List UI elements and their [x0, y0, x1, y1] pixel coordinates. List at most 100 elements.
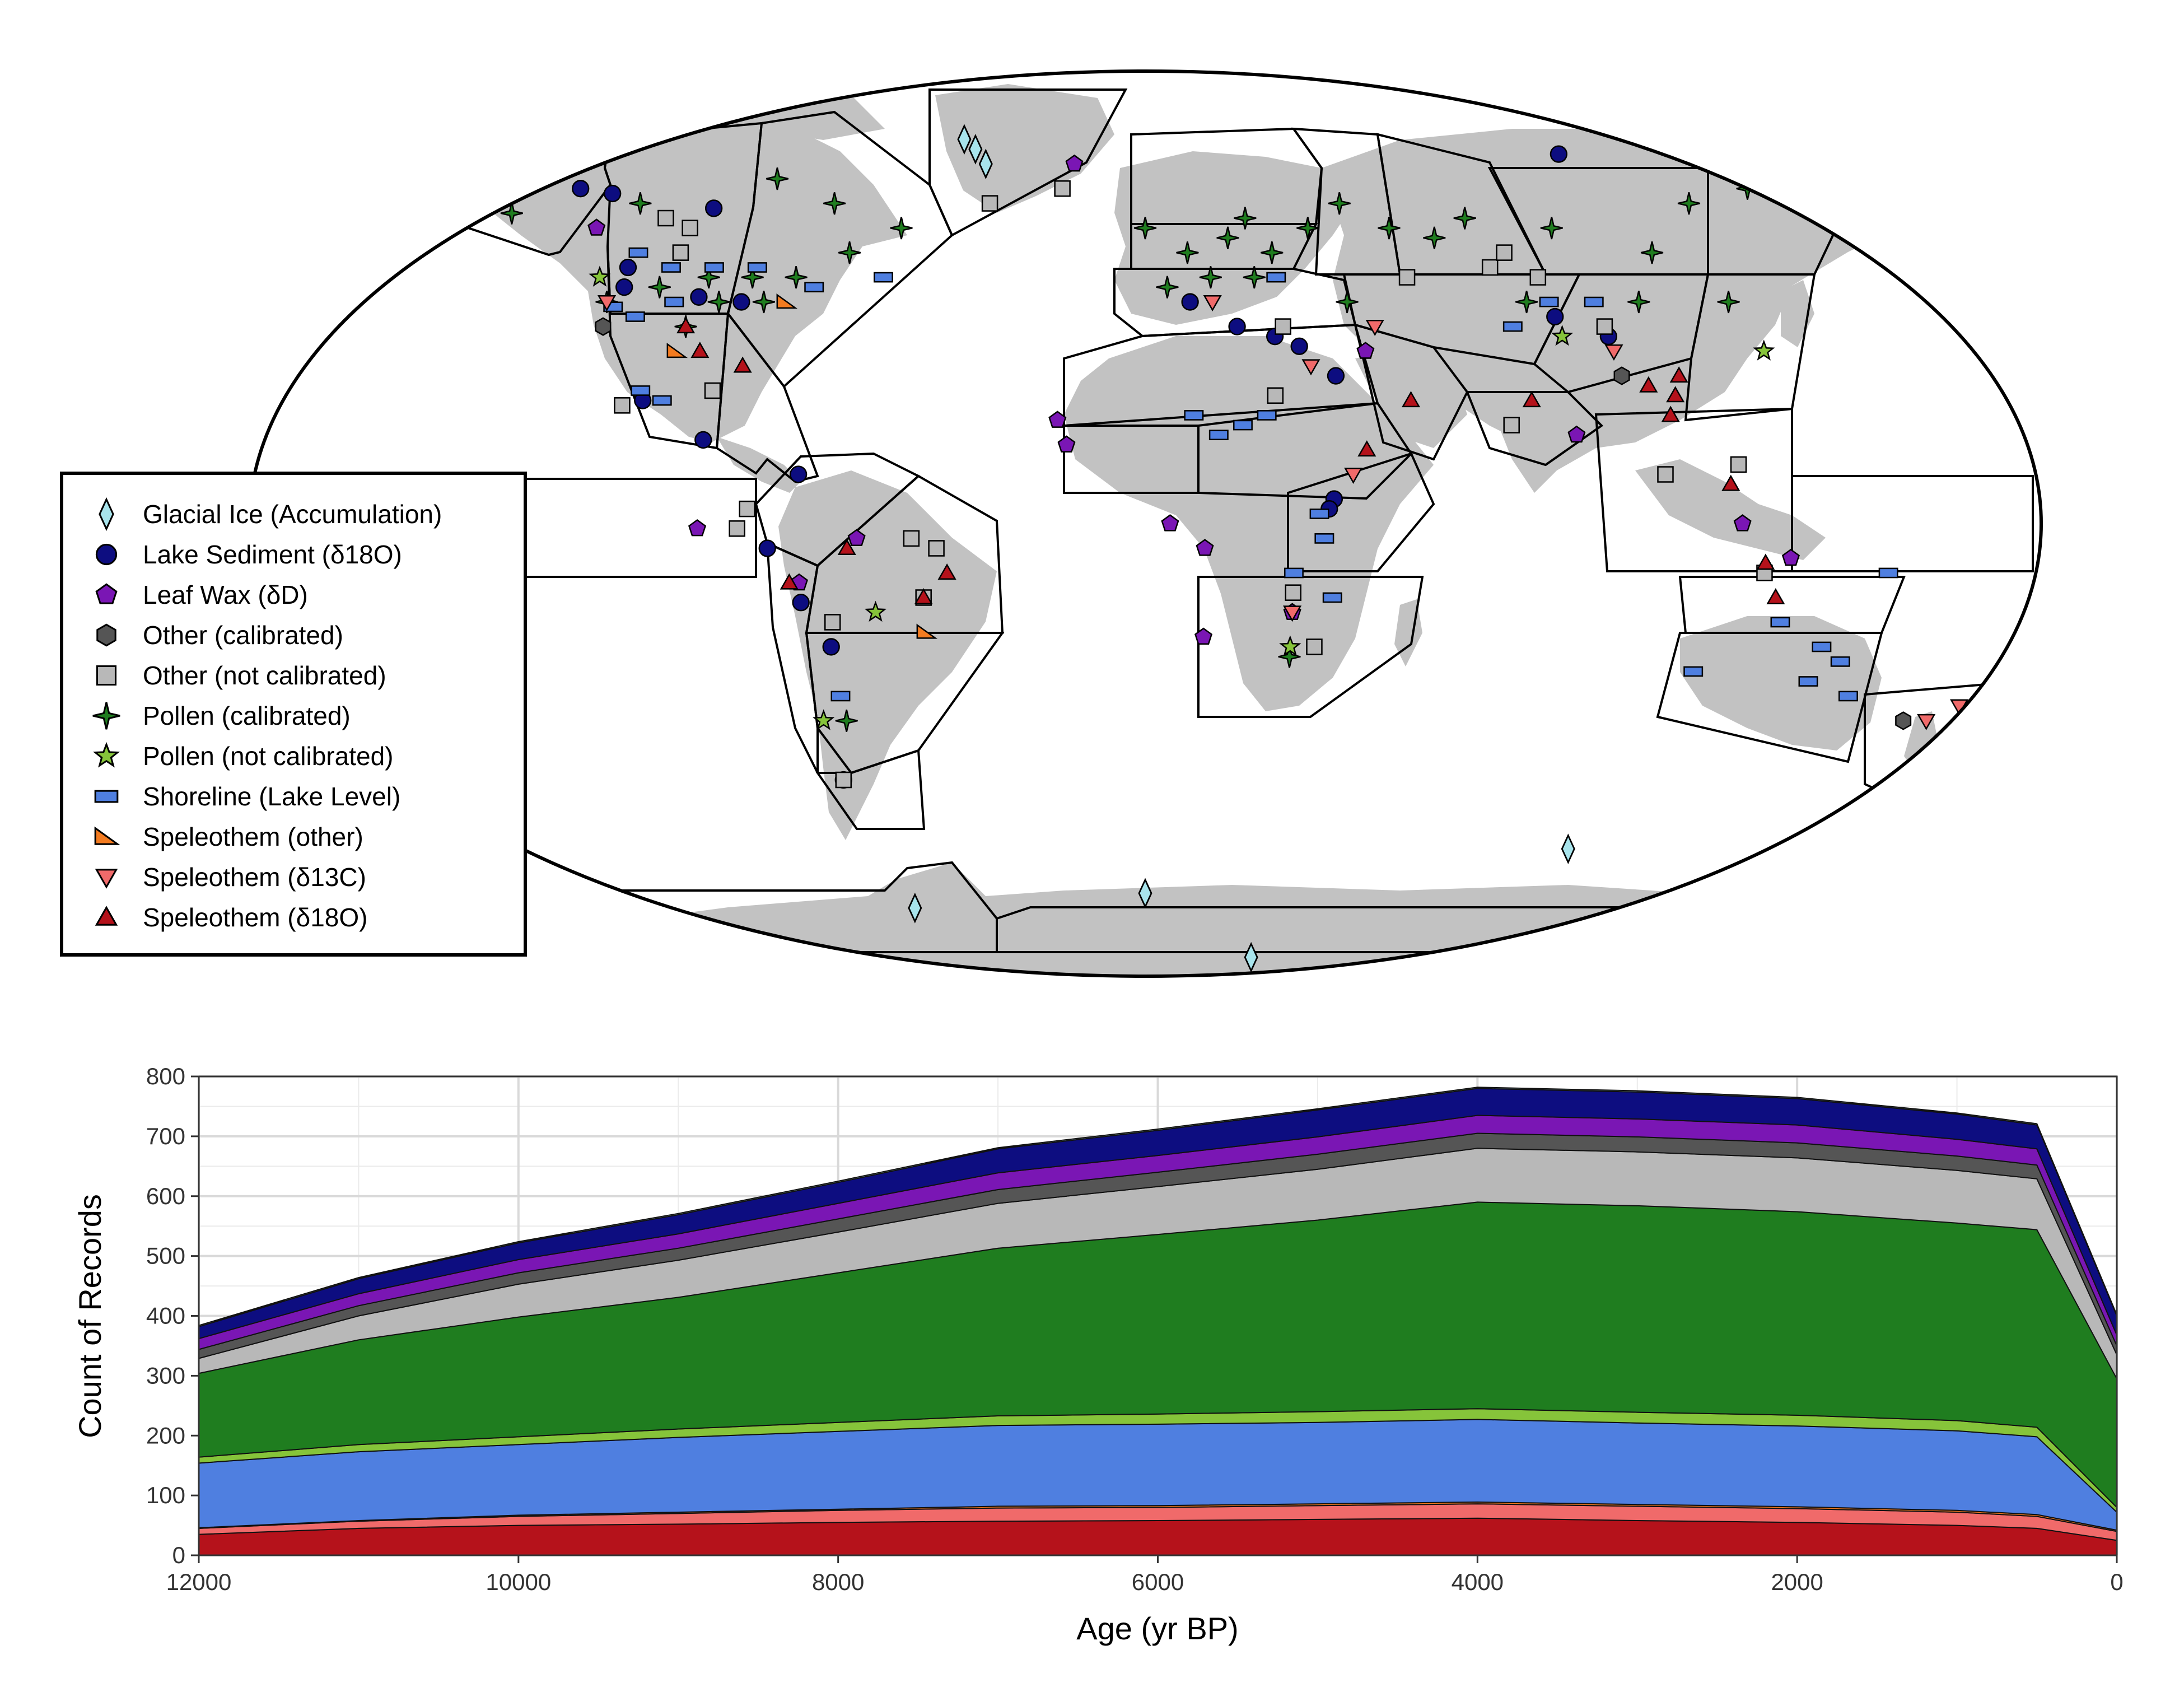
legend-symbol: [96, 623, 116, 647]
legend-item-speleothem-d13c: Speleothem (δ13C): [95, 863, 366, 892]
region-western-south-america: [766, 541, 819, 773]
site-marker-lake-sediment: [604, 184, 622, 203]
site-marker-shoreline: [1314, 533, 1334, 544]
stacked-areas: [198, 1087, 2117, 1556]
x-tick-label: 4000: [1452, 1569, 1504, 1595]
site-marker-pollen-calibrated: [1378, 217, 1401, 240]
site-marker-shoreline: [1233, 419, 1253, 431]
site-marker-lake-sediment: [1290, 337, 1308, 355]
site-marker-shoreline: [1309, 509, 1329, 519]
site-marker-shoreline: [1830, 656, 1850, 667]
site-marker-other-not-calibrated: [824, 614, 841, 631]
site-marker-other-not-calibrated: [1398, 269, 1416, 286]
site-marker-other-not-calibrated: [614, 397, 631, 414]
site-marker-speleothem-d18o: [937, 563, 956, 580]
legend-symbol: [92, 742, 120, 768]
site-marker-speleothem-d18o: [1721, 474, 1740, 491]
site-marker-pollen-not-calibrated: [589, 265, 611, 287]
site-marker-glacial-ice: [957, 124, 972, 155]
legend-label: Pollen (not calibrated): [143, 742, 393, 771]
y-axis-title: Count of Records: [72, 1194, 108, 1438]
y-tick-label: 600: [146, 1183, 185, 1209]
site-marker-shoreline: [747, 262, 767, 273]
site-marker-other-calibrated: [595, 317, 612, 336]
site-marker-lake-sediment: [619, 258, 637, 277]
site-marker-pollen-calibrated: [1156, 276, 1179, 299]
y-tick-label: 500: [146, 1243, 185, 1269]
site-marker-pollen-calibrated: [500, 202, 524, 225]
proxy-sites: [500, 124, 1969, 973]
site-marker-other-not-calibrated: [1267, 387, 1284, 404]
site-marker-other-not-calibrated: [1657, 466, 1674, 483]
site-marker-pollen-calibrated: [707, 290, 730, 314]
site-marker-other-not-calibrated: [1730, 456, 1747, 473]
site-marker-speleothem-d13c: [1946, 724, 1965, 740]
legend-item-pollen-calibrated: Pollen (calibrated): [92, 701, 351, 730]
x-tick-label: 8000: [812, 1569, 864, 1595]
site-marker-lake-sediment: [572, 180, 590, 198]
site-marker-other-not-calibrated: [1054, 180, 1071, 197]
site-marker-shoreline: [1184, 410, 1204, 421]
site-marker-pollen-calibrated: [629, 192, 652, 215]
site-marker-glacial-ice: [908, 892, 922, 924]
site-marker-shoreline: [1502, 321, 1523, 332]
site-marker-leaf-wax: [1161, 514, 1179, 532]
site-marker-speleothem-other: [666, 342, 688, 358]
site-marker-shoreline: [652, 395, 672, 406]
x-tick-label: 6000: [1132, 1569, 1184, 1595]
site-marker-lake-sediment: [792, 594, 810, 612]
legend-label: Leaf Wax (δD): [143, 580, 308, 609]
site-marker-other-not-calibrated: [729, 520, 745, 537]
legend-item-shoreline: Shoreline (Lake Level): [94, 782, 400, 811]
site-marker-lake-sediment: [1546, 307, 1564, 326]
site-marker-pollen-calibrated: [1336, 290, 1359, 314]
region-western-pacific: [1791, 475, 2034, 572]
site-marker-pollen-not-calibrated: [1279, 635, 1301, 656]
region-northeast-north-america: [726, 110, 954, 388]
legend-symbol: [99, 497, 114, 532]
site-marker-pollen-calibrated: [1540, 217, 1563, 240]
site-marker-pollen-calibrated: [1423, 226, 1446, 249]
site-marker-speleothem-d13c: [1203, 295, 1222, 312]
site-marker-leaf-wax: [1733, 514, 1752, 532]
site-marker-other-not-calibrated: [835, 771, 852, 789]
legend-symbol: [95, 543, 118, 566]
site-marker-shoreline: [1878, 567, 1898, 579]
site-marker-other-not-calibrated: [672, 244, 689, 261]
site-marker-other-not-calibrated: [981, 195, 998, 212]
region-greenland: [928, 88, 1128, 237]
hexagon-icon: [96, 623, 116, 647]
site-marker-other-not-calibrated: [903, 530, 920, 547]
site-marker-glacial-ice: [978, 148, 993, 180]
site-marker-speleothem-d13c: [1917, 714, 1936, 730]
site-marker-pollen-not-calibrated: [813, 709, 835, 730]
triangle-down-icon: [95, 869, 118, 889]
site-marker-pollen-calibrated: [1296, 217, 1319, 240]
site-marker-pollen-not-calibrated: [1753, 339, 1775, 361]
site-marker-pollen-calibrated: [1717, 290, 1740, 314]
site-marker-shoreline: [1208, 430, 1229, 440]
legend-item-glacial-ice: Glacial Ice (Accumulation): [99, 497, 442, 532]
site-marker-pollen-calibrated: [1627, 290, 1650, 314]
pentagon-icon: [95, 583, 118, 604]
site-marker-shoreline: [1284, 567, 1304, 579]
legend-label: Other (not calibrated): [143, 661, 386, 690]
legend: Glacial Ice (Accumulation) Lake Sediment…: [60, 472, 527, 957]
site-marker-lake-sediment: [694, 431, 712, 449]
site-marker-speleothem-d18o: [837, 539, 856, 556]
legend-symbol: [96, 665, 117, 686]
site-marker-pollen-calibrated: [697, 265, 720, 289]
region-east-africa: [1287, 452, 1435, 572]
site-marker-other-calibrated: [1895, 711, 1912, 730]
site-marker-speleothem-d13c: [1604, 344, 1623, 361]
site-marker-other-not-calibrated: [682, 220, 698, 236]
world-map: Glacial Ice (Accumulation) Lake Sediment…: [60, 69, 2043, 978]
region-central-africa: [1197, 402, 1413, 500]
site-marker-pollen-calibrated: [1243, 265, 1266, 289]
site-marker-shoreline: [804, 282, 824, 293]
site-marker-speleothem-d13c: [1344, 467, 1363, 484]
site-marker-glacial-ice: [1138, 878, 1152, 909]
site-marker-shoreline: [1539, 296, 1559, 307]
site-marker-pollen-calibrated: [1176, 241, 1199, 264]
region-south-asia: [1466, 391, 1604, 467]
